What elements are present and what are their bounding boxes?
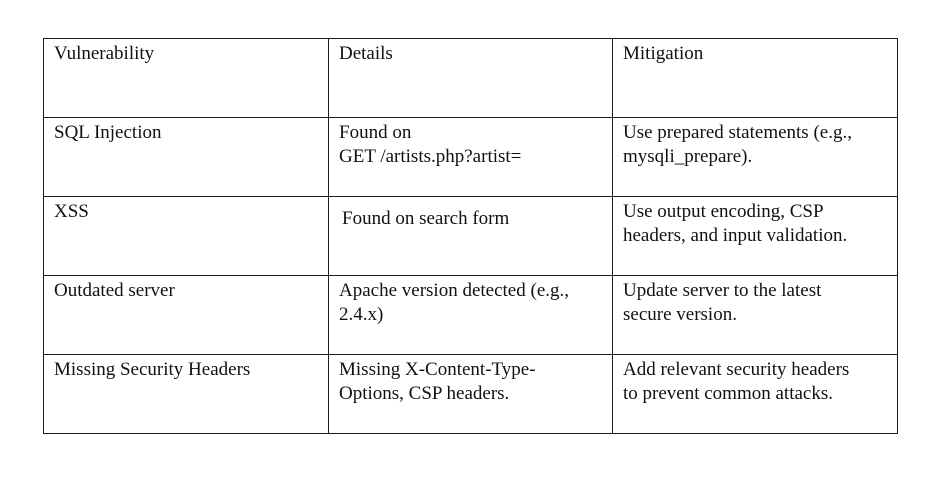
header-mitigation: Mitigation [612,38,898,118]
vulnerability-cell: Missing Security Headers [43,354,329,434]
table-row: Missing Security Headers Missing X-Conte… [43,354,898,434]
details-cell: Missing X-Content-Type- Options, CSP hea… [328,354,613,434]
details-cell: Apache version detected (e.g., 2.4.x) [328,275,613,355]
table-row: XSS Found on search form Use output enco… [43,196,898,276]
mitigation-cell: Use prepared statements (e.g., mysqli_pr… [612,117,898,197]
vulnerability-cell: SQL Injection [43,117,329,197]
header-details: Details [328,38,613,118]
vulnerability-cell: Outdated server [43,275,329,355]
mitigation-cell: Update server to the latest secure versi… [612,275,898,355]
details-cell: Found on GET /artists.php?artist= [328,117,613,197]
vulnerability-table: Vulnerability Details Mitigation SQL Inj… [43,38,898,434]
table-row: Outdated server Apache version detected … [43,275,898,355]
vulnerability-cell: XSS [43,196,329,276]
details-cell: Found on search form [328,196,613,276]
table-row: SQL Injection Found on GET /artists.php?… [43,117,898,197]
mitigation-cell: Add relevant security headers to prevent… [612,354,898,434]
header-vulnerability: Vulnerability [43,38,329,118]
table-header-row: Vulnerability Details Mitigation [43,38,898,118]
mitigation-cell: Use output encoding, CSP headers, and in… [612,196,898,276]
